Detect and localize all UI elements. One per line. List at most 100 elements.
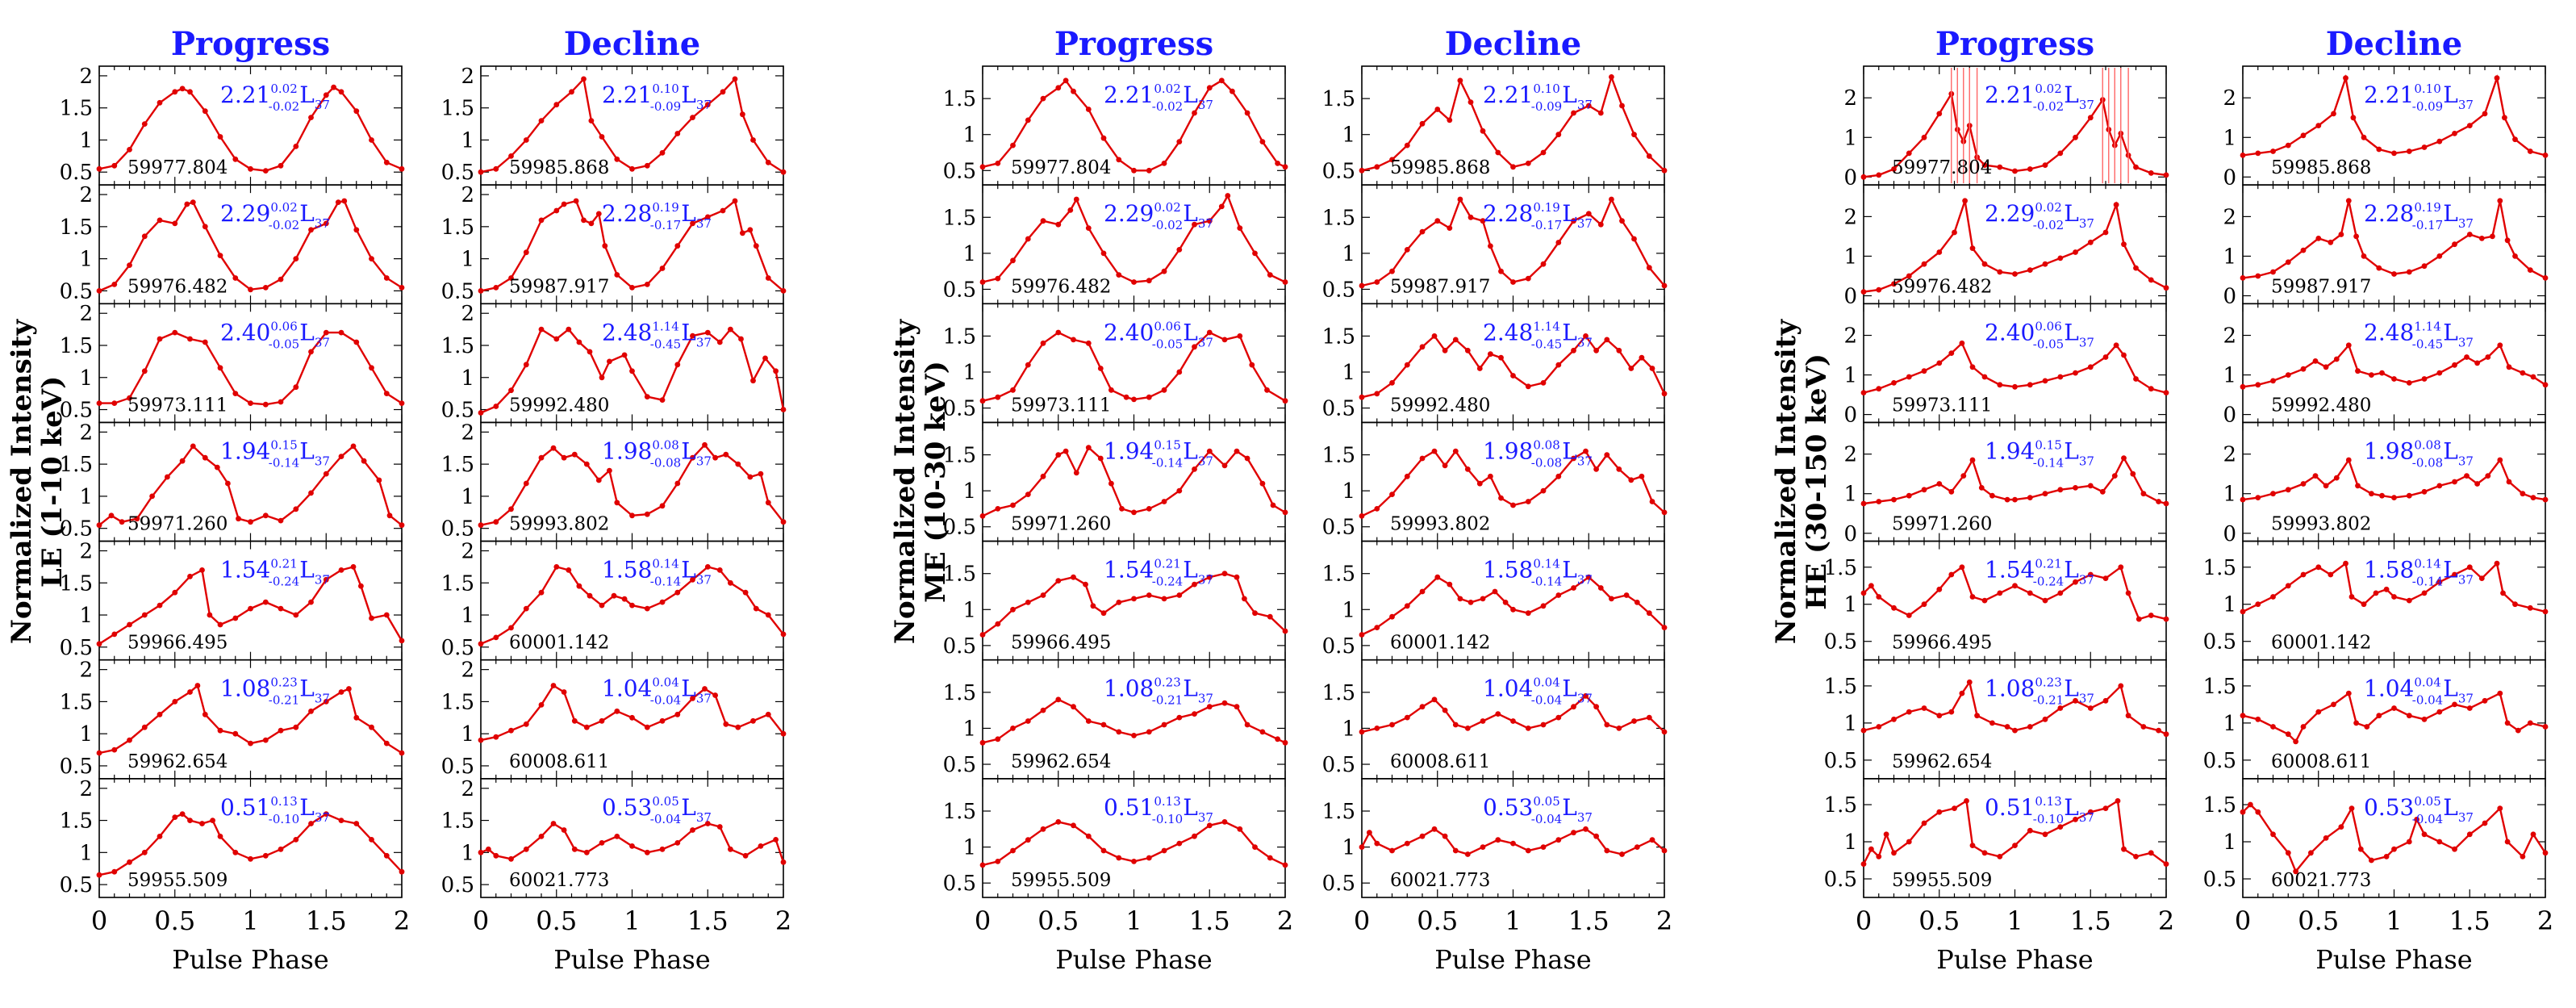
luminosity-label: 2.481.14 -0.45L37 [1483,319,1593,351]
profile-point [1116,855,1122,861]
profile-point [1555,473,1562,479]
profile-line [2242,458,2546,501]
profile-point [780,519,787,525]
profile-point [2240,275,2246,281]
profile-point [1025,837,1031,843]
luminosity-value: 1.08 [1104,675,1154,702]
profile-point [728,326,733,333]
profile-point [583,724,590,730]
y-tick-label: 0.5 [441,161,474,185]
x-tick-label: 0.5 [1918,906,1960,936]
profile-point [2133,376,2139,382]
profile-point [1131,396,1137,403]
profile-point [1176,139,1183,145]
luminosity-value: 2.48 [602,319,652,345]
observation-mjd: 60008.611 [1390,751,1490,772]
profile-point [2338,232,2344,237]
profile-point [765,275,771,281]
profile-point [1025,236,1031,242]
profile-point [1267,613,1273,620]
y-tick-label: 1 [79,604,93,628]
profile-point [493,404,499,409]
profile-point [190,443,196,450]
profile-point [1860,289,1867,295]
y-tick-label: 1 [1843,364,1857,388]
profile-point [747,227,754,233]
profile-point [1906,613,1912,618]
profile-point [1883,831,1889,838]
luminosity-unit-subscript: 37 [2079,454,2094,468]
profile-point [1468,600,1474,605]
profile-point [1206,574,1213,580]
profile-point [1040,707,1046,713]
profile-point [2464,473,2470,479]
luminosity-label: 1.940.15 -0.14L37 [220,437,330,470]
profile-point [2364,724,2370,730]
profile-point [1218,77,1225,84]
profile-point [278,399,284,405]
profile-point [765,612,771,618]
x-tick-label: 0.5 [1037,906,1079,936]
luminosity-label: 1.040.04 -0.04L37 [602,675,712,708]
luminosity-lower-error: -0.21 [269,693,299,708]
profile-point [1948,571,1955,578]
profile-point [1921,368,1927,374]
luminosity-unit-subscript: 37 [315,692,330,706]
luminosity-upper-error: 0.13 [2035,794,2061,809]
profile-point [1404,840,1410,847]
profile-point [1457,196,1463,203]
profile-point [2148,277,2154,283]
x-tick-label: 1.5 [2070,906,2111,936]
profile-point [1374,164,1380,170]
profile-point [493,519,499,525]
profile-point [1083,581,1088,588]
luminosity-upper-error: 0.10 [652,82,678,96]
profile-point [508,275,514,281]
luminosity-lower-error: -0.45 [2412,337,2443,351]
luminosity-label: 2.290.02 -0.02L37 [1104,200,1213,232]
profile-point [1374,279,1380,285]
y-tick-label: 0.5 [1824,630,1857,655]
luminosity-label: 2.400.06 -0.05L37 [1985,319,2094,351]
profile-point [2136,616,2142,622]
profile-point [599,134,605,140]
profile-point [1389,491,1395,497]
y-tick-label: 1 [2223,712,2236,736]
y-tick-label: 1.5 [60,809,93,834]
profile-point [674,131,681,136]
profile-point [96,288,102,294]
profile-point [995,161,1001,166]
profile-point [690,220,695,227]
luminosity-upper-error: 0.19 [2414,200,2440,215]
profile-point [353,108,360,115]
profile-point [278,276,284,282]
profile-point [1146,167,1152,174]
y-tick-label: 2 [461,420,474,445]
profile-point [1131,509,1137,516]
profile-point [1085,225,1092,231]
luminosity-unit-subscript: 37 [696,692,712,706]
profile-point [1860,590,1867,596]
luminosity-value: 2.21 [1483,82,1533,108]
profile-point [2163,861,2169,867]
profile-point [2348,805,2355,811]
profile-point [750,378,756,384]
column-title: Progress [1054,25,1213,63]
profile-point [1221,462,1228,469]
profile-point [172,220,178,227]
profile-point [1989,720,1995,726]
profile-point [96,400,102,406]
profile-point [1221,700,1228,706]
profile-point [2240,496,2246,503]
profile-point [2406,380,2412,386]
profile-point [1010,726,1016,731]
profile-point [1252,610,1258,617]
profile-point [2125,713,2131,719]
profile-point [157,217,163,224]
observation-mjd: 59987.917 [1390,276,1490,297]
profile-point [732,198,738,204]
profile-point [1267,855,1273,861]
